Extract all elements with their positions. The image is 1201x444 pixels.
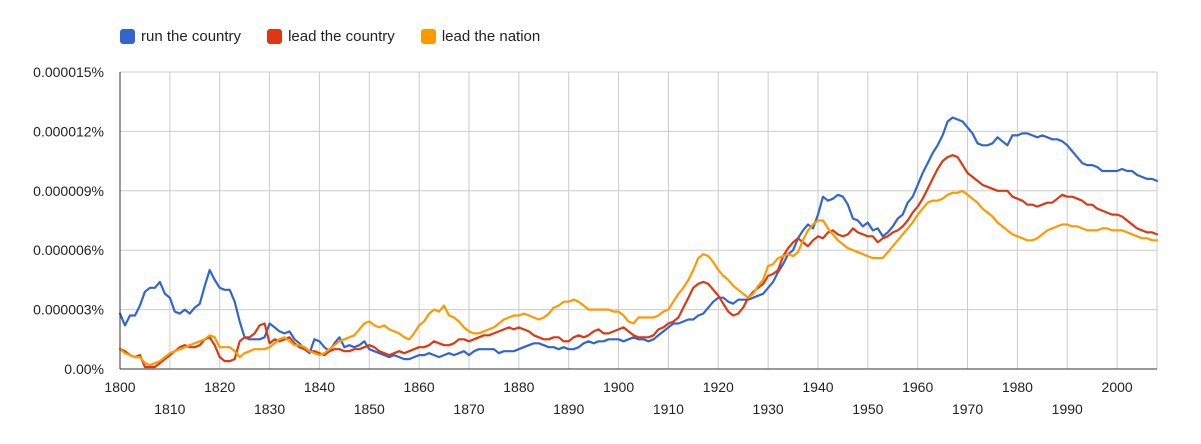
x-tick-label: 1800 xyxy=(104,379,135,395)
y-tick-label: 0.000009% xyxy=(33,183,104,199)
legend-swatch-lead-the-nation xyxy=(420,28,436,44)
x-tick-label: 1840 xyxy=(304,379,335,395)
series-line-lead-the-country[interactable] xyxy=(118,154,1159,369)
y-tick-label: 0.000006% xyxy=(33,242,104,258)
x-tick-label: 1940 xyxy=(802,379,833,395)
legend-label-lead-the-nation: lead the nation xyxy=(441,27,541,45)
chart-grid xyxy=(120,71,1158,369)
x-tick-label: 1850 xyxy=(354,401,385,417)
legend-swatch-run-the-country xyxy=(120,28,135,44)
x-tick-label: 1910 xyxy=(653,401,684,417)
series-line-lead-the-nation[interactable] xyxy=(118,189,1159,367)
y-tick-label: 0.000003% xyxy=(33,302,104,318)
x-tick-label: 1990 xyxy=(1052,401,1083,417)
legend-label-run-the-country: run the country xyxy=(141,27,242,45)
chart-axes xyxy=(119,72,1157,370)
y-tick-label: 0.000015% xyxy=(33,64,104,80)
x-tick-label: 1820 xyxy=(204,379,235,395)
legend-label-lead-the-country: lead the country xyxy=(288,27,395,45)
legend-item-lead-the-country[interactable]: lead the country xyxy=(267,28,395,45)
x-tick-label: 1900 xyxy=(603,379,634,395)
x-tick-label: 1950 xyxy=(852,401,883,417)
legend-item-lead-the-nation[interactable]: lead the nation xyxy=(420,27,541,45)
x-tick-label: 1870 xyxy=(453,401,484,417)
x-tick-label: 1970 xyxy=(952,401,983,417)
y-tick-label: 0.00% xyxy=(64,361,104,377)
x-tick-label: 1920 xyxy=(703,379,734,395)
y-axis-ticks: 0.00% 0.000003% 0.000006% 0.000009% 0.000012… xyxy=(33,64,104,377)
x-tick-label: 1960 xyxy=(902,379,933,395)
x-tick-label: 1880 xyxy=(503,379,534,395)
x-tick-label: 1860 xyxy=(404,379,435,395)
legend-swatch-lead-the-country xyxy=(267,28,283,44)
x-tick-label: 1830 xyxy=(254,401,285,417)
series-line-run-the-country[interactable] xyxy=(118,116,1159,361)
x-tick-label: 1930 xyxy=(753,401,784,417)
x-axis-ticks: 1800 1810 1820 1830 1840 1850 1860 1870 1880 1890… xyxy=(104,379,1132,417)
chart-legend: run the country lead the country lead th… xyxy=(120,26,540,46)
x-tick-label: 1890 xyxy=(553,401,584,417)
x-tick-label: 2000 xyxy=(1102,379,1133,395)
chart-series xyxy=(118,116,1159,369)
y-tick-label: 0.000012% xyxy=(33,123,104,139)
legend-item-run-the-country[interactable]: run the country xyxy=(120,28,241,45)
x-tick-label: 1980 xyxy=(1002,379,1033,395)
x-tick-label: 1810 xyxy=(154,401,185,417)
